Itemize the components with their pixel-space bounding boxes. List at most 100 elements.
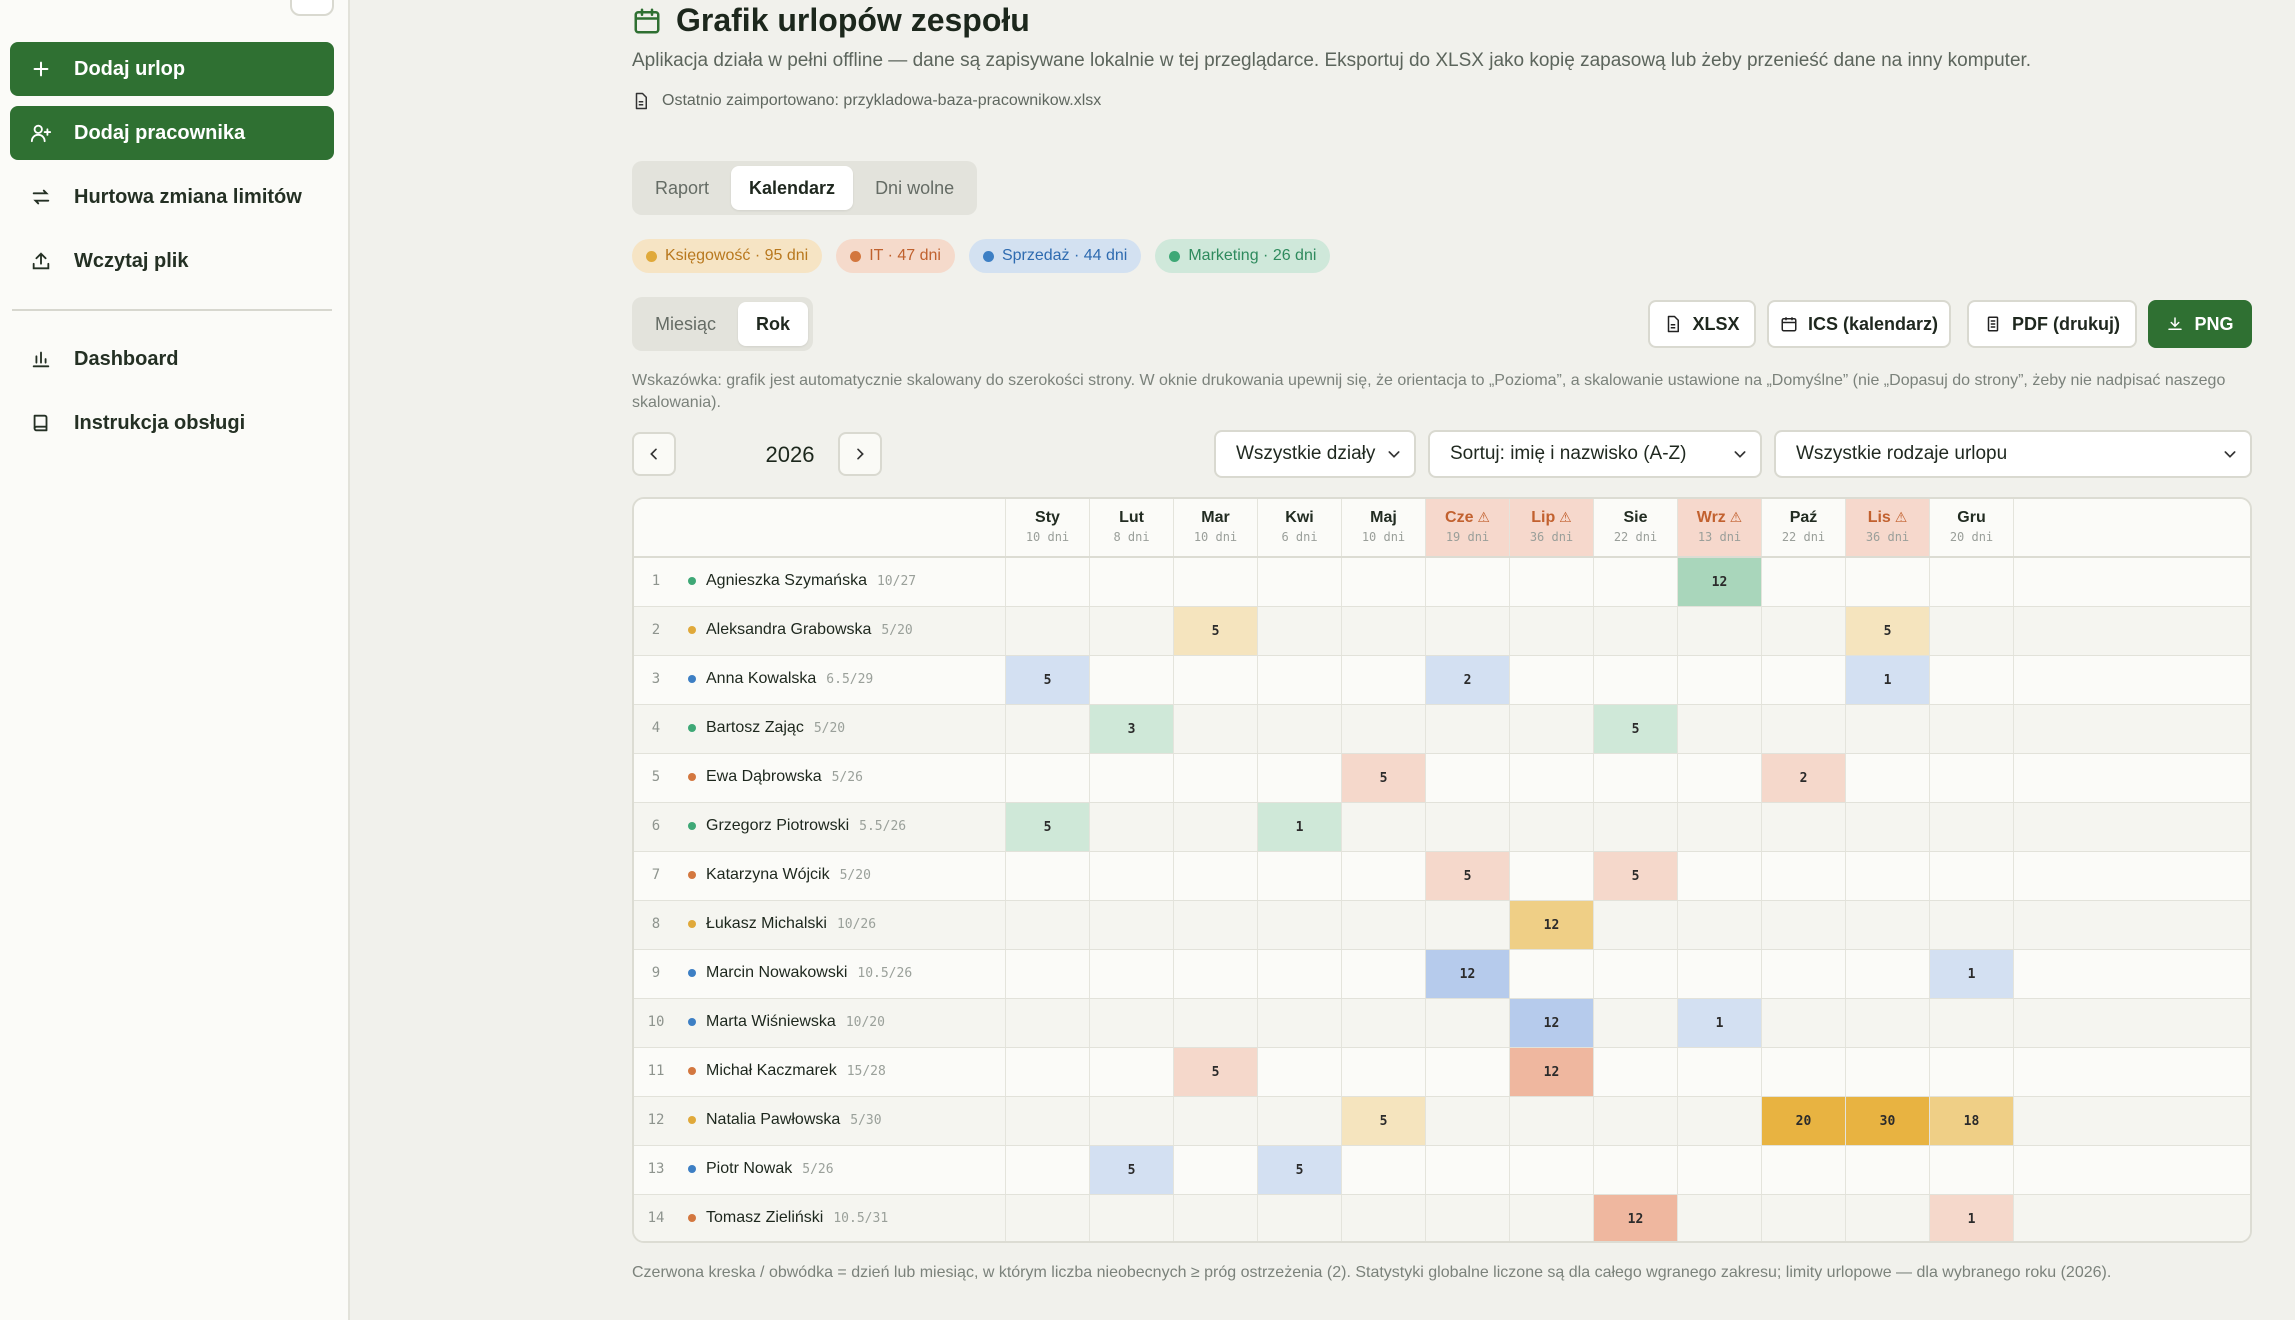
employee-name-cell[interactable]: Michał Kaczmarek 15/28 [688, 1062, 886, 1080]
month-cell[interactable] [1593, 754, 1677, 802]
month-cell[interactable] [1929, 852, 2013, 900]
month-cell[interactable] [1761, 852, 1845, 900]
month-cell[interactable] [1593, 656, 1677, 704]
month-cell[interactable] [1005, 1097, 1089, 1145]
tab-days-off[interactable]: Dni wolne [875, 177, 955, 198]
table-row[interactable]: 1 Agnieszka Szymańska 10/27 12 [634, 558, 2250, 607]
employee-name-cell[interactable]: Agnieszka Szymańska 10/27 [688, 572, 916, 590]
month-cell[interactable] [1341, 852, 1425, 900]
export-png-button[interactable]: PNG [2148, 300, 2252, 348]
month-cell[interactable]: 1 [1929, 1195, 2013, 1241]
month-cell[interactable] [1677, 1146, 1761, 1194]
month-cell[interactable] [1005, 1048, 1089, 1096]
employee-name-cell[interactable]: Marcin Nowakowski 10.5/26 [688, 964, 912, 982]
month-cell[interactable] [1341, 999, 1425, 1047]
month-cell[interactable] [1761, 950, 1845, 998]
month-cell[interactable] [1005, 852, 1089, 900]
month-cell[interactable] [1005, 754, 1089, 802]
month-cell[interactable] [1509, 558, 1593, 606]
month-cell[interactable] [1257, 656, 1341, 704]
month-cell[interactable] [1929, 901, 2013, 949]
month-cell[interactable] [1677, 901, 1761, 949]
table-row[interactable]: 12 Natalia Pawłowska 5/30 5 20 30 18 [634, 1097, 2250, 1146]
table-row[interactable]: 4 Bartosz Zając 5/20 3 5 [634, 705, 2250, 754]
month-cell[interactable] [1341, 1048, 1425, 1096]
month-cell[interactable] [1257, 1048, 1341, 1096]
next-year-button[interactable] [838, 432, 882, 476]
month-cell[interactable] [1929, 754, 2013, 802]
month-cell[interactable] [1677, 1048, 1761, 1096]
period-year[interactable]: Rok [738, 302, 809, 346]
month-cell[interactable] [1929, 803, 2013, 851]
month-cell[interactable]: 1 [1257, 803, 1341, 851]
month-cell[interactable]: 5 [1173, 1048, 1257, 1096]
tab-report[interactable]: Raport [655, 177, 710, 198]
month-cell[interactable] [1089, 607, 1173, 655]
month-cell[interactable] [1761, 999, 1845, 1047]
month-cell[interactable] [1761, 558, 1845, 606]
month-cell[interactable] [1257, 1195, 1341, 1241]
month-cell[interactable] [1005, 999, 1089, 1047]
prev-year-button[interactable] [632, 432, 676, 476]
month-cell[interactable] [1761, 901, 1845, 949]
employee-name-cell[interactable]: Łukasz Michalski 10/26 [688, 915, 876, 933]
month-cell[interactable] [1509, 656, 1593, 704]
month-cell[interactable] [1257, 558, 1341, 606]
month-cell[interactable] [1173, 999, 1257, 1047]
month-cell[interactable] [1341, 901, 1425, 949]
month-cell[interactable] [1005, 1146, 1089, 1194]
month-cell[interactable] [1257, 754, 1341, 802]
month-cell[interactable] [1425, 803, 1509, 851]
month-cell[interactable] [1341, 656, 1425, 704]
month-cell[interactable] [1761, 656, 1845, 704]
export-xlsx-button[interactable]: XLSX [1648, 300, 1756, 348]
month-cell[interactable] [1341, 607, 1425, 655]
leave-type-filter[interactable]: Wszystkie rodzaje urlopu [1774, 430, 2252, 478]
month-cell[interactable] [1677, 754, 1761, 802]
month-cell[interactable] [1005, 950, 1089, 998]
month-cell[interactable]: 5 [1173, 607, 1257, 655]
table-row[interactable]: 13 Piotr Nowak 5/26 5 5 [634, 1146, 2250, 1195]
month-cell[interactable] [1257, 1097, 1341, 1145]
month-cell[interactable] [1005, 607, 1089, 655]
month-cell[interactable] [1341, 803, 1425, 851]
month-cell[interactable] [1845, 1195, 1929, 1241]
employee-name-cell[interactable]: Anna Kowalska 6.5/29 [688, 670, 873, 688]
month-cell[interactable]: 1 [1929, 950, 2013, 998]
month-cell[interactable] [1425, 999, 1509, 1047]
employee-name-cell[interactable]: Aleksandra Grabowska 5/20 [688, 621, 913, 639]
month-cell[interactable] [1677, 656, 1761, 704]
month-cell[interactable]: 5 [1845, 607, 1929, 655]
month-cell[interactable] [1677, 705, 1761, 753]
month-cell[interactable] [1257, 852, 1341, 900]
month-cell[interactable] [1173, 1146, 1257, 1194]
month-cell[interactable] [1425, 1048, 1509, 1096]
month-cell[interactable] [1509, 852, 1593, 900]
bulk-limits-button[interactable]: Hurtowa zmiana limitów [10, 170, 334, 224]
month-cell[interactable] [1173, 803, 1257, 851]
month-cell[interactable] [1593, 607, 1677, 655]
month-cell[interactable] [1845, 950, 1929, 998]
table-row[interactable]: 9 Marcin Nowakowski 10.5/26 12 1 [634, 950, 2250, 999]
month-cell[interactable] [1593, 1097, 1677, 1145]
table-row[interactable]: 14 Tomasz Zieliński 10.5/31 12 1 [634, 1195, 2250, 1241]
month-cell[interactable] [1761, 705, 1845, 753]
month-cell[interactable] [1677, 1097, 1761, 1145]
month-cell[interactable] [1089, 1097, 1173, 1145]
table-row[interactable]: 10 Marta Wiśniewska 10/20 12 1 [634, 999, 2250, 1048]
month-cell[interactable] [1425, 607, 1509, 655]
month-cell[interactable]: 12 [1509, 1048, 1593, 1096]
month-cell[interactable] [1929, 999, 2013, 1047]
month-cell[interactable]: 12 [1509, 901, 1593, 949]
month-cell[interactable] [1089, 1195, 1173, 1241]
month-cell[interactable]: 5 [1005, 656, 1089, 704]
dashboard-link[interactable]: Dashboard [10, 332, 334, 386]
month-cell[interactable]: 1 [1845, 656, 1929, 704]
month-cell[interactable] [1089, 656, 1173, 704]
month-cell[interactable] [1761, 1048, 1845, 1096]
month-cell[interactable]: 12 [1593, 1195, 1677, 1241]
employee-name-cell[interactable]: Grzegorz Piotrowski 5.5/26 [688, 817, 906, 835]
month-cell[interactable] [1677, 607, 1761, 655]
month-cell[interactable] [1173, 1195, 1257, 1241]
month-cell[interactable] [1005, 1195, 1089, 1241]
